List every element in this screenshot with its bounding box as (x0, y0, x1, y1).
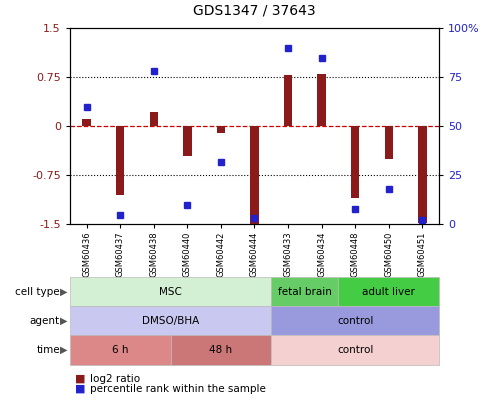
Text: log2 ratio: log2 ratio (90, 374, 140, 384)
Text: ■: ■ (75, 384, 85, 394)
Text: control: control (337, 345, 373, 355)
Text: time: time (36, 345, 60, 355)
Bar (82, 119, 91, 126)
Text: 48 h: 48 h (210, 345, 233, 355)
Text: percentile rank within the sample: percentile rank within the sample (90, 384, 265, 394)
Bar (183, 126, 192, 156)
Bar (250, 126, 258, 224)
Bar (284, 75, 292, 126)
Bar (171, 335, 271, 364)
Text: 6 h: 6 h (112, 345, 128, 355)
Bar (217, 126, 225, 133)
Bar (271, 277, 338, 306)
Bar (271, 335, 439, 364)
Bar (351, 126, 359, 198)
Text: control: control (337, 316, 373, 326)
Bar (385, 126, 393, 159)
Text: ▶: ▶ (60, 316, 67, 326)
Text: cell type: cell type (15, 287, 60, 296)
Bar (150, 112, 158, 126)
Text: GDS1347 / 37643: GDS1347 / 37643 (193, 3, 316, 17)
Text: ▶: ▶ (60, 345, 67, 355)
Text: ▶: ▶ (60, 287, 67, 296)
Bar (70, 335, 171, 364)
Bar (271, 306, 439, 335)
Text: adult liver: adult liver (362, 287, 415, 296)
Bar (70, 277, 271, 306)
Bar (418, 126, 427, 223)
Text: DMSO/BHA: DMSO/BHA (142, 316, 199, 326)
Text: agent: agent (30, 316, 60, 326)
Bar (317, 74, 326, 126)
Text: MSC: MSC (159, 287, 182, 296)
Bar (116, 126, 124, 195)
Text: fetal brain: fetal brain (278, 287, 332, 296)
Bar (338, 277, 439, 306)
Text: ■: ■ (75, 374, 85, 384)
Bar (70, 306, 271, 335)
